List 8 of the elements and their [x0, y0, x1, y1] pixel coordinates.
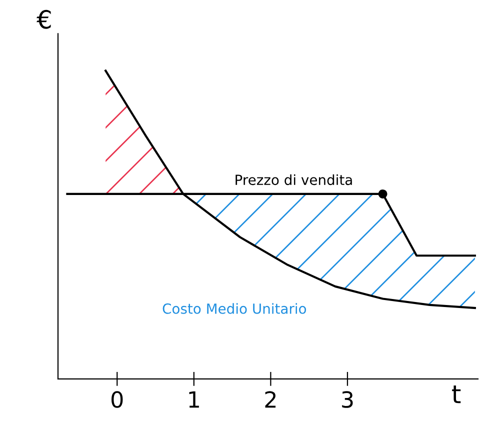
x-tick-label: 3 — [342, 391, 353, 408]
annotation: Prezzo di vendita — [236, 174, 352, 186]
annotation: Costo Medio Unitario — [162, 303, 306, 314]
y-axis-title: € — [36, 10, 51, 29]
x-tick-label: 1 — [189, 391, 199, 408]
x-tick-label: 0 — [112, 391, 123, 408]
x-tick-label: 2 — [265, 391, 276, 408]
x-axis-title: t — [452, 386, 461, 404]
